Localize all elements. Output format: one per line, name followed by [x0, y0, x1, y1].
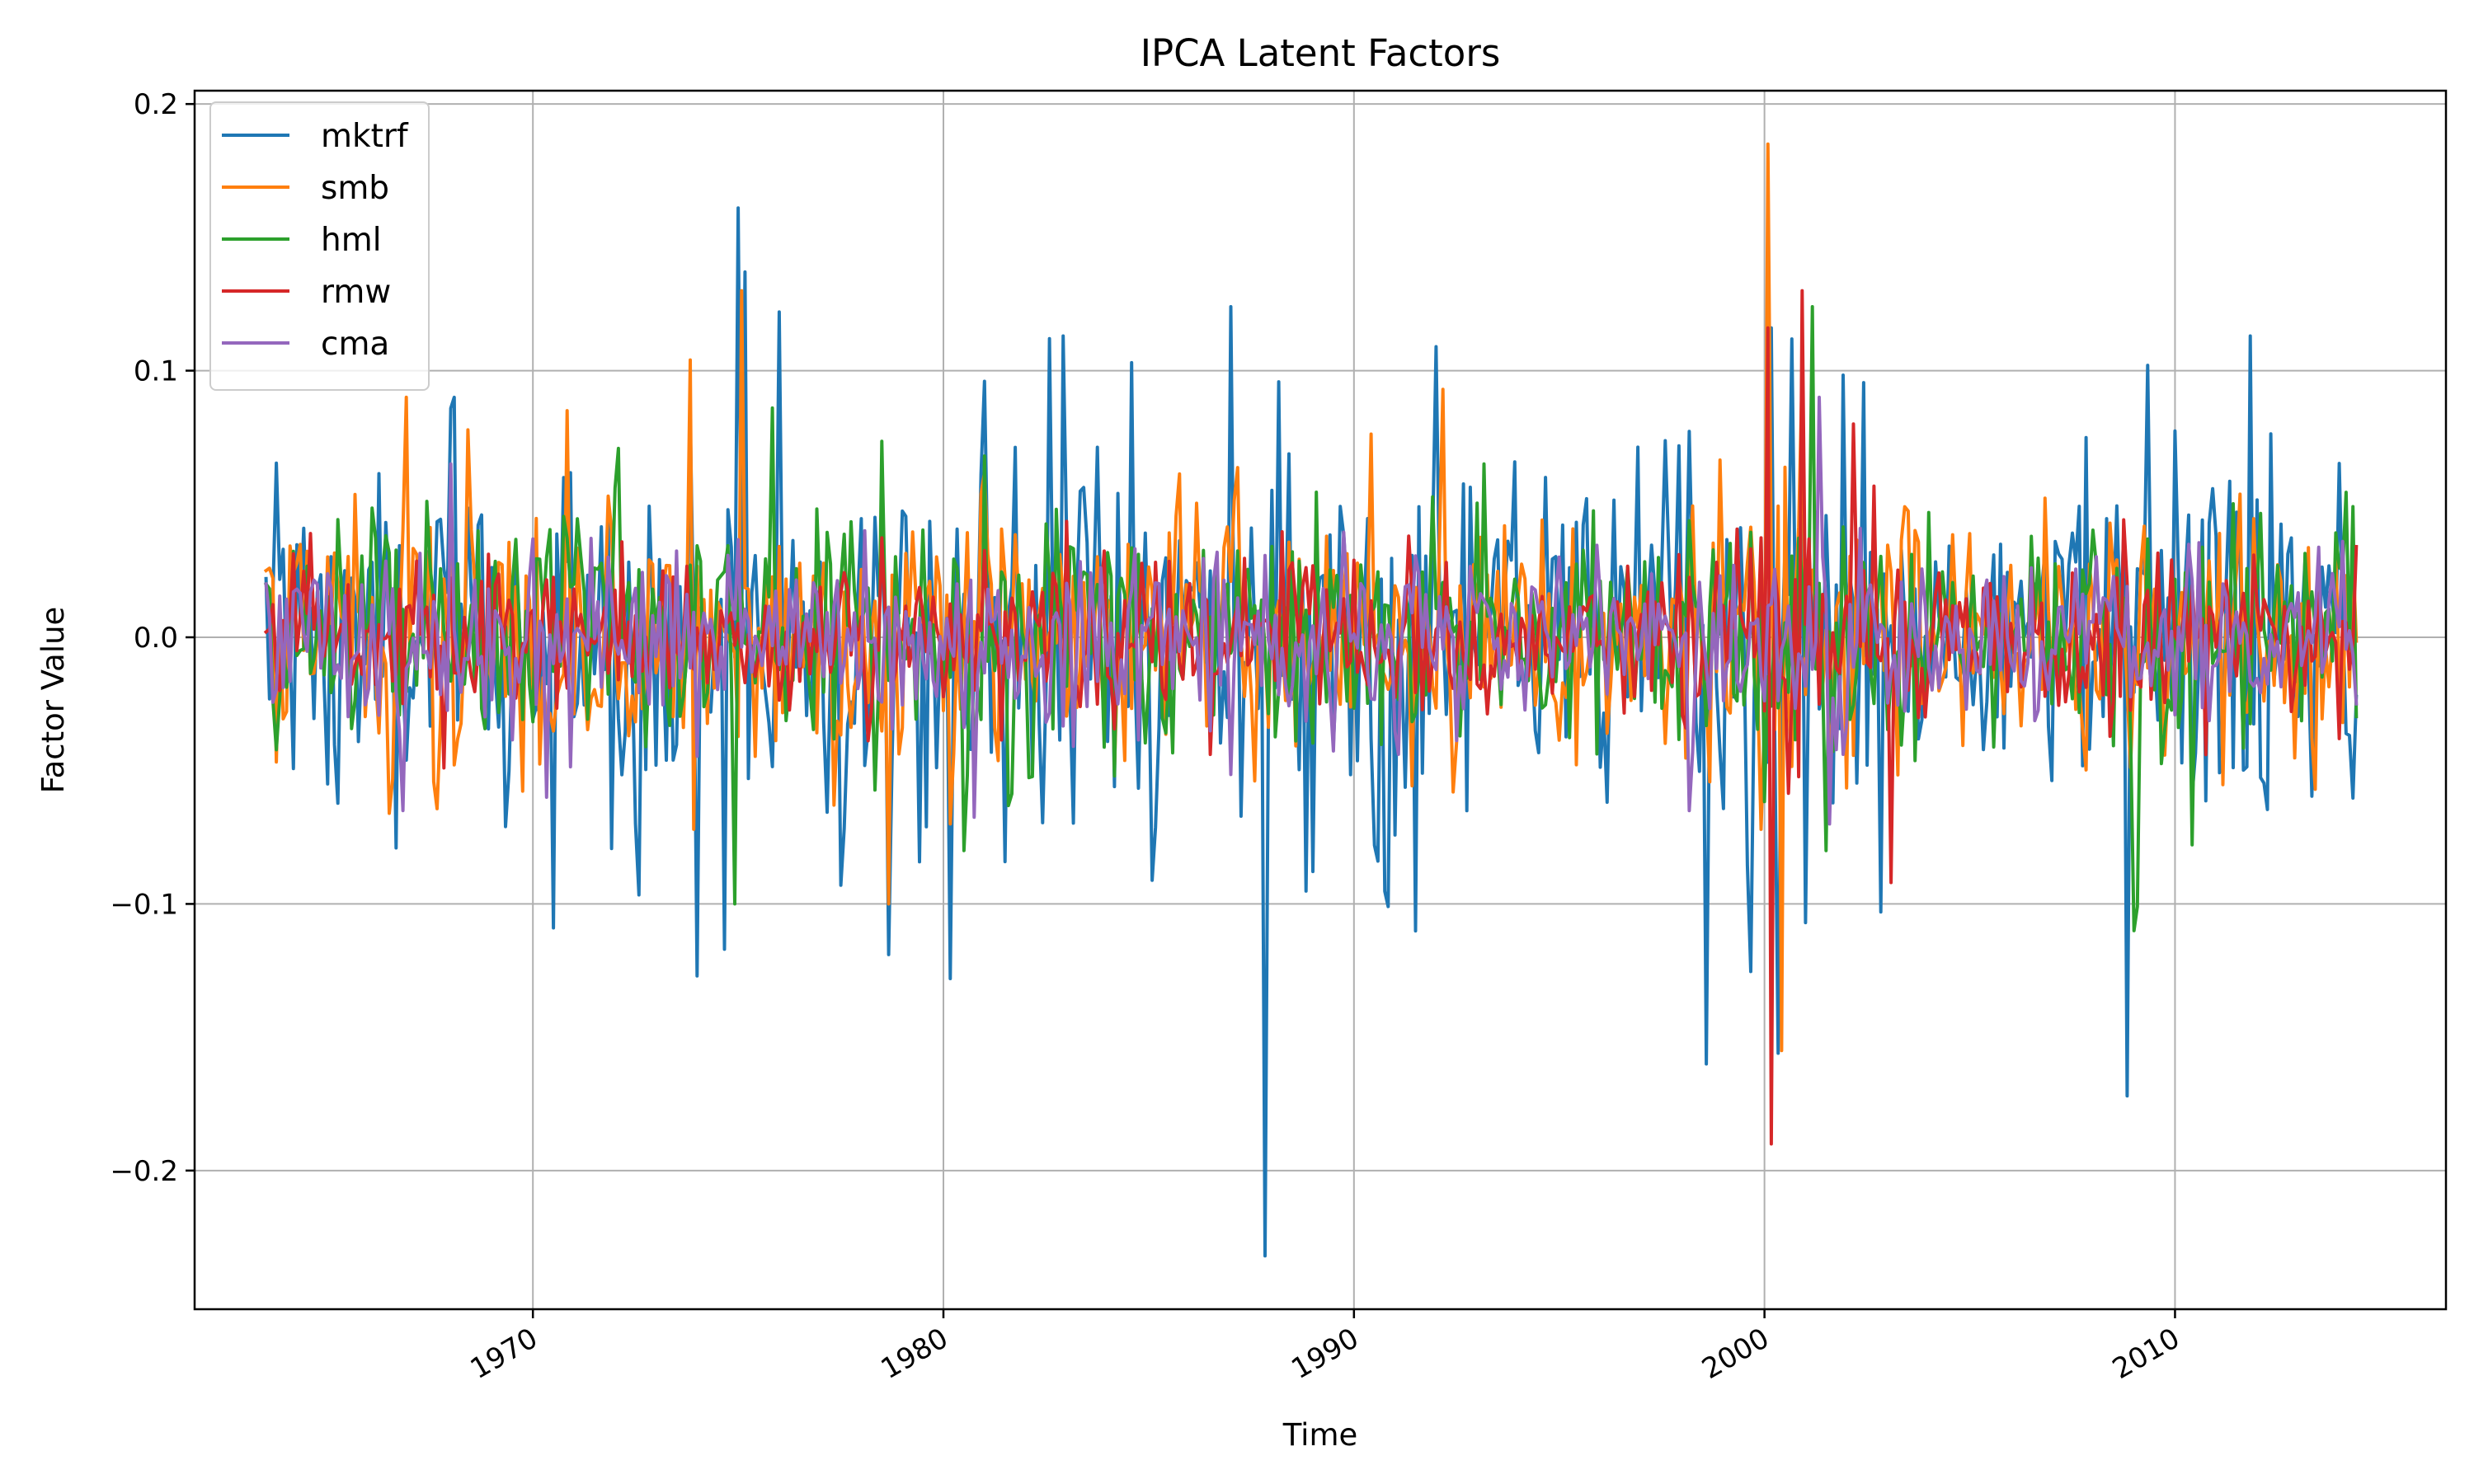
plot-frame — [193, 89, 2448, 1311]
legend-label-rmw: rmw — [321, 274, 391, 311]
y-tick-label: −0.2 — [110, 1155, 178, 1188]
y-tick-label: 0.2 — [134, 88, 178, 121]
y-tick-label: −0.1 — [110, 888, 178, 921]
y-axis: 0.2 0.1 0.0 −0.1 −0.2 — [110, 88, 195, 1188]
x-axis-label: Time — [1282, 1417, 1358, 1453]
y-axis-label: Factor Value — [35, 607, 71, 794]
legend: mktrf smb hml rmw cma — [209, 101, 430, 391]
series-line-cma — [264, 395, 2359, 826]
legend-label-smb: smb — [321, 170, 389, 207]
legend-label-hml: hml — [321, 222, 382, 259]
legend-label-mktrf: mktrf — [321, 118, 409, 155]
series-layer — [263, 142, 2359, 1258]
legend-label-cma: cma — [321, 326, 389, 363]
series-line-rmw — [263, 289, 2359, 1146]
y-tick-label: 0.0 — [134, 622, 178, 655]
chart-title: IPCA Latent Factors — [1141, 31, 1501, 75]
y-tick-label: 0.1 — [134, 355, 178, 388]
legend-box — [209, 101, 430, 391]
